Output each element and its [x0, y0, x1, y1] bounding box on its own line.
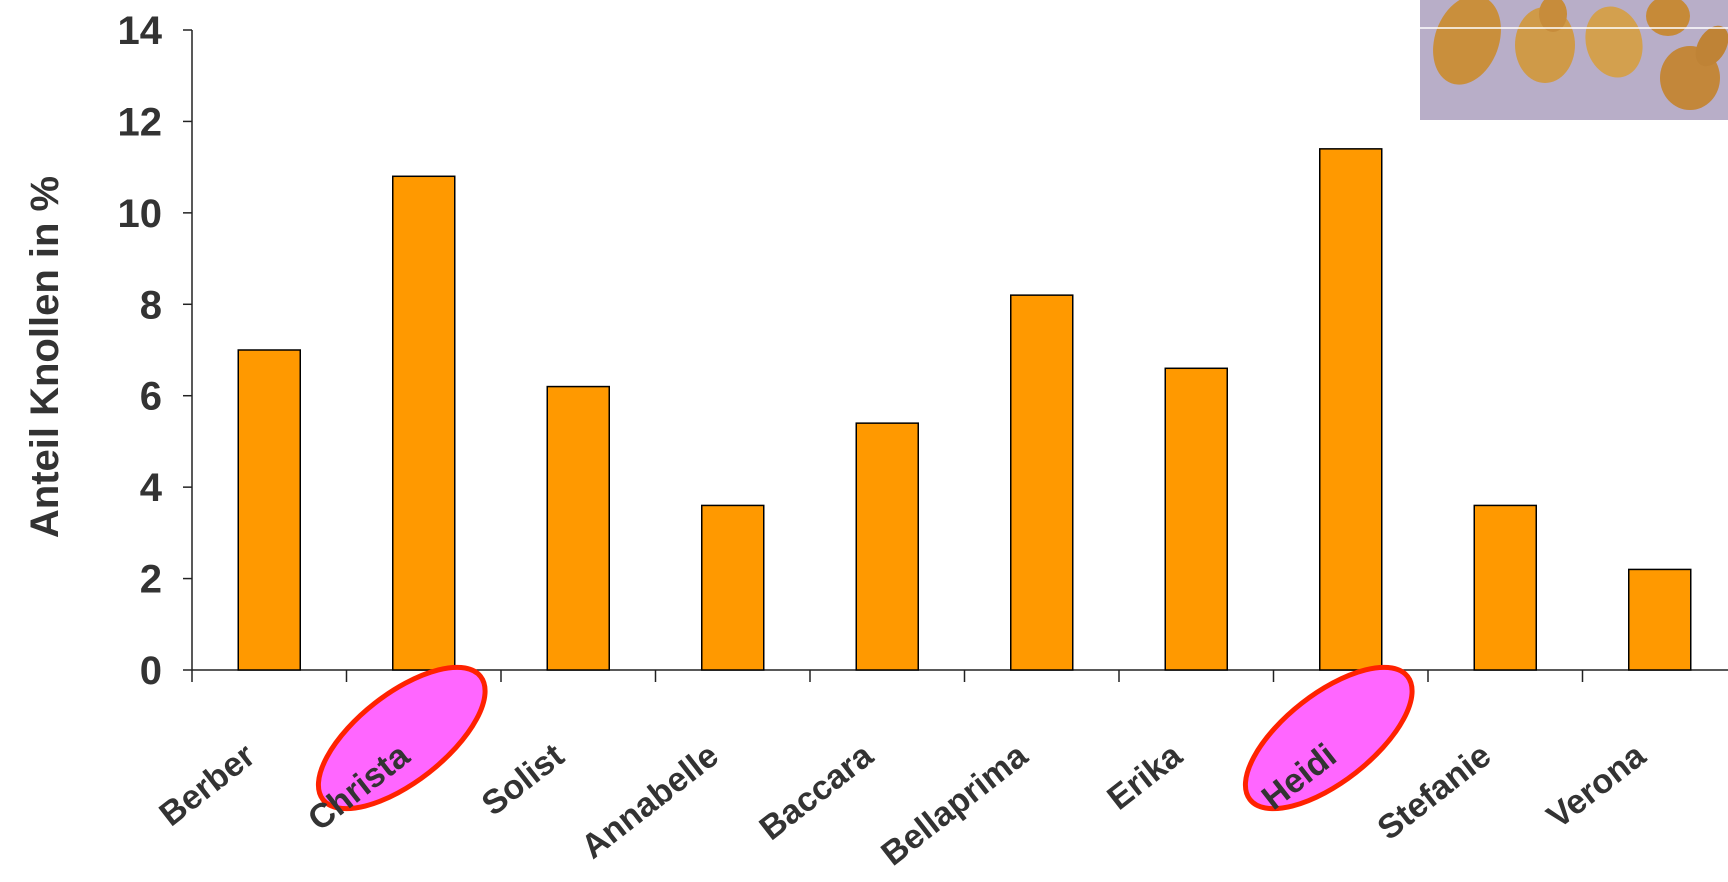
bar-verona [1628, 568, 1692, 671]
bars [237, 148, 1692, 671]
bar-baccara [855, 422, 919, 671]
x-tick-label: Verona [1540, 736, 1654, 836]
highlight-ellipse-heidi [1242, 664, 1415, 812]
x-tick-label: Annabelle [574, 736, 725, 866]
y-tick-label: 8 [140, 283, 162, 327]
y-tick-label: 10 [118, 192, 163, 236]
x-tick-label: Stefanie [1371, 736, 1499, 847]
bar-heidi [1319, 148, 1383, 671]
bar-erika [1164, 367, 1228, 671]
potato-tubers-photo [1420, 0, 1728, 120]
x-tick-label: Baccara [752, 736, 881, 848]
y-tick-label: 2 [140, 558, 162, 602]
y-tick-label: 6 [140, 375, 162, 419]
y-tick-label: 12 [118, 100, 163, 144]
highlight-ellipses [315, 664, 1415, 812]
x-tick-label: Berber [152, 736, 262, 833]
y-axis-title: Anteil Knollen in % [23, 176, 67, 538]
y-axis: 0 2 4 6 8 10 12 14 [118, 9, 193, 693]
bar-annabelle [701, 504, 765, 671]
bar-christa [392, 175, 456, 671]
x-tick-label: Bellaprima [874, 736, 1035, 874]
highlight-ellipse-christa [315, 664, 488, 812]
y-tick-label: 0 [140, 649, 162, 693]
bar-stefanie [1473, 504, 1537, 671]
y-tick-label: 4 [140, 466, 163, 510]
x-tick-label: Solist [475, 736, 571, 823]
bar-solist [546, 385, 610, 671]
bar-berber [237, 349, 301, 671]
y-tick-label: 14 [118, 9, 163, 53]
x-tick-label: Erika [1100, 736, 1190, 818]
bar-bellaprima [1010, 294, 1074, 671]
